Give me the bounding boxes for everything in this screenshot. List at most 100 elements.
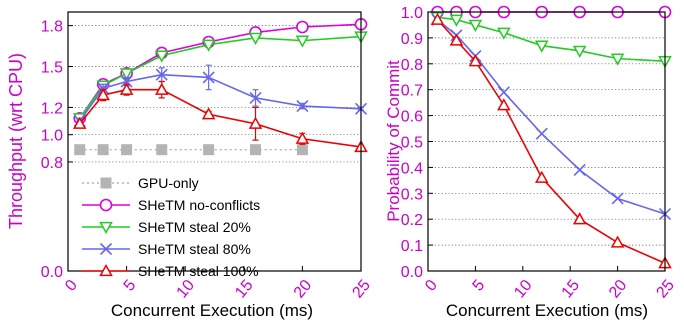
data-point [249, 91, 262, 104]
legend-item-shetm-steal-20: SHeTM steal 20% [82, 219, 251, 235]
data-point [295, 35, 310, 48]
legend-label: SHeTM steal 20% [138, 219, 251, 235]
legend-marker [99, 198, 113, 212]
data-point [535, 127, 548, 140]
legend-marker [99, 221, 113, 235]
data-point [497, 98, 511, 111]
legend-marker [100, 177, 112, 189]
data-point [202, 71, 215, 84]
data-point [573, 163, 586, 177]
throughput-series-shetm-no-conflicts [73, 17, 368, 125]
y-tick-label: 1.0 [401, 5, 423, 22]
data-point [72, 116, 87, 129]
data-point [119, 68, 134, 81]
throughput-series-gpu-only [74, 144, 308, 156]
data-point [610, 53, 625, 66]
data-point [534, 170, 549, 183]
data-point [119, 82, 134, 95]
data-point [572, 45, 587, 58]
commit-x-axis-label: Concurrent Execution (ms) [446, 301, 648, 320]
data-point [449, 33, 464, 46]
y-tick-label: 0.8 [41, 155, 63, 172]
data-point [497, 27, 511, 40]
x-tick-label: 10 [174, 277, 199, 302]
legend-label: SHeTM steal 100% [138, 263, 259, 279]
legend-label: GPU-only [138, 175, 199, 191]
y-tick-label: 1.2 [41, 100, 63, 117]
y-tick-label: 0.3 [401, 186, 423, 203]
legend-item-gpu-only: GPU-only [82, 175, 199, 191]
series-line [79, 88, 362, 148]
legend-item-shetm-steal-100: SHeTM steal 100% [82, 263, 259, 279]
throughput-y-ticks: 0.0 0.8 1.0 1.2 1.5 1.8 [41, 19, 73, 281]
data-point [155, 68, 168, 81]
throughput-y-axis-label: Throughput (wrt CPU) [6, 53, 26, 229]
data-point [203, 144, 215, 156]
x-tick-label: 25 [349, 277, 374, 302]
data-point [296, 99, 309, 113]
throughput-legend: GPU-only SHeTM no-conflicts SHeTM steal 20… [82, 175, 260, 279]
data-point [610, 235, 625, 248]
series-line [436, 19, 666, 215]
legend-marker [99, 263, 113, 277]
y-tick-label: 0.6 [401, 109, 423, 126]
data-point [121, 144, 133, 156]
y-tick-label: 0.2 [401, 212, 423, 229]
data-point [611, 192, 624, 205]
data-point [295, 131, 310, 144]
throughput-series-shetm-steal-20 [72, 31, 368, 126]
x-tick-label: 5 [470, 277, 489, 295]
y-tick-label: 1.0 [41, 128, 63, 145]
y-tick-label: 0.0 [41, 264, 63, 281]
data-point [248, 32, 263, 45]
data-point [468, 19, 483, 32]
data-point [572, 212, 587, 225]
data-point [250, 144, 262, 156]
data-point [120, 75, 133, 88]
legend-item-shetm-steal-80: SHeTM steal 80% [82, 241, 251, 257]
y-tick-label: 0.1 [401, 238, 423, 255]
commit-y-ticks: 0.0 0.1 0.2 0.3 0.4 0.5 0.6 0.7 0.8 0.9 1.0 [401, 5, 433, 281]
data-point [154, 50, 169, 63]
throughput-chart: 0.0 0.8 1.0 1.2 1.5 1.8 0 5 10 15 20 25 Throughput… [6, 11, 374, 320]
y-tick-label: 0.8 [401, 57, 423, 74]
data-point [296, 20, 309, 34]
data-point [449, 14, 464, 27]
y-tick-label: 0.7 [401, 83, 423, 100]
throughput-series-shetm-steal-100 [72, 80, 368, 153]
data-point [201, 39, 216, 52]
data-point [248, 116, 263, 129]
x-tick-label: 20 [291, 277, 316, 302]
series-line [79, 73, 362, 122]
data-point [97, 144, 109, 156]
data-point [497, 86, 510, 99]
x-tick-label: 0 [62, 277, 81, 295]
data-point [74, 144, 86, 156]
x-tick-label: 15 [559, 277, 584, 302]
data-point [156, 144, 168, 156]
data-point [201, 107, 216, 120]
y-tick-label: 0.4 [401, 160, 423, 177]
data-point [296, 144, 308, 156]
throughput-x-axis-label: Concurrent Execution (ms) [111, 301, 313, 320]
y-tick-label: 1.8 [41, 19, 63, 36]
commit-grid [428, 11, 665, 272]
data-point [96, 88, 110, 101]
commit-series-shetm-steal-100 [430, 12, 672, 269]
x-tick-label: 20 [606, 277, 631, 302]
x-tick-label: 0 [422, 277, 441, 295]
legend-label: SHeTM steal 80% [138, 241, 251, 257]
y-tick-label: 0.5 [401, 135, 423, 152]
x-tick-label: 10 [511, 277, 536, 302]
data-point [534, 40, 549, 53]
throughput-series [72, 17, 368, 156]
legend-marker [99, 242, 113, 256]
commit-series [430, 5, 672, 269]
throughput-plot-frame [67, 11, 362, 272]
legend-item-shetm-no-conflicts: SHeTM no-conflicts [82, 197, 260, 213]
x-tick-label: 15 [232, 277, 257, 302]
commit-probability-chart: 0.0 0.1 0.2 0.3 0.4 0.5 0.6 0.7 0.8 0.9 1.0 0 5 10 15… [384, 5, 678, 320]
x-tick-label: 25 [653, 277, 678, 302]
y-tick-label: 0.0 [401, 264, 423, 281]
